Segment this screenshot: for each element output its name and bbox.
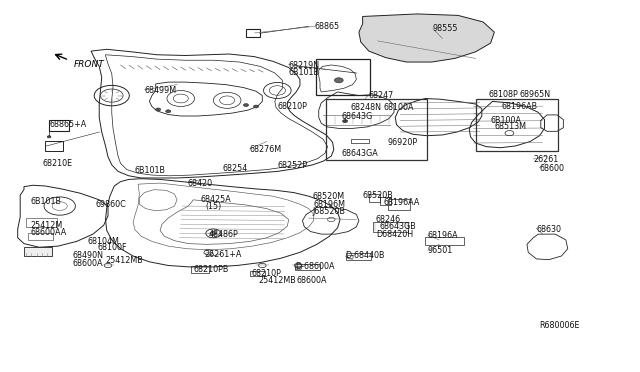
Circle shape — [47, 136, 51, 138]
Text: 98555: 98555 — [433, 24, 458, 33]
Text: 96920P: 96920P — [388, 138, 418, 147]
Polygon shape — [359, 14, 494, 62]
Text: 68600A: 68600A — [72, 259, 103, 268]
Bar — [380, 197, 391, 205]
Text: 68248N: 68248N — [350, 103, 381, 112]
Text: 6B101B: 6B101B — [135, 166, 166, 175]
Bar — [250, 270, 266, 276]
Bar — [28, 232, 54, 240]
Text: 6B101B: 6B101B — [30, 197, 61, 206]
Text: 68420: 68420 — [187, 179, 212, 187]
Bar — [326, 99, 427, 160]
Text: 26261: 26261 — [533, 155, 559, 164]
Text: D-68600A: D-68600A — [295, 262, 335, 272]
Text: 68196AB: 68196AB — [502, 102, 538, 111]
Bar — [346, 253, 371, 260]
Bar — [191, 266, 209, 273]
Text: 68108P: 68108P — [488, 90, 518, 99]
Text: 68219N: 68219N — [289, 61, 320, 70]
Circle shape — [253, 105, 259, 108]
Text: 68104M: 68104M — [88, 237, 120, 246]
Text: 68600: 68600 — [540, 164, 564, 173]
Text: 68499M: 68499M — [145, 86, 177, 95]
Text: 68210E: 68210E — [43, 159, 73, 168]
Text: 68490N: 68490N — [72, 251, 103, 260]
Circle shape — [335, 78, 343, 83]
Text: 68196AA: 68196AA — [384, 198, 420, 207]
Bar — [426, 237, 464, 245]
Text: 25412MB: 25412MB — [106, 256, 143, 265]
Text: 68210PB: 68210PB — [193, 264, 228, 274]
Text: 68520B: 68520B — [363, 190, 394, 200]
Bar — [45, 141, 63, 151]
Bar — [49, 120, 69, 131]
Text: 48486P: 48486P — [209, 230, 238, 238]
Text: 68865: 68865 — [315, 22, 340, 31]
Text: D-68440B: D-68440B — [345, 251, 385, 260]
Text: 68210P: 68210P — [277, 102, 307, 111]
Text: D68420H: D68420H — [376, 230, 413, 238]
Bar — [26, 218, 56, 227]
Text: 68425A: 68425A — [201, 195, 232, 204]
Text: 68100F: 68100F — [97, 244, 127, 253]
Text: 68210P: 68210P — [251, 269, 281, 278]
Circle shape — [156, 108, 161, 111]
Text: 68520M: 68520M — [312, 192, 344, 201]
Text: 68276M: 68276M — [250, 145, 282, 154]
Circle shape — [243, 104, 248, 106]
Bar — [388, 199, 410, 210]
Text: 68600AA: 68600AA — [30, 228, 67, 237]
Text: 68630: 68630 — [536, 225, 561, 234]
Text: 96501: 96501 — [428, 246, 453, 256]
Text: 68643G: 68643G — [342, 112, 373, 121]
Text: 68247: 68247 — [369, 91, 394, 100]
Text: 68196M: 68196M — [314, 200, 346, 209]
Text: 68965N: 68965N — [520, 90, 550, 99]
Text: 68600A: 68600A — [296, 276, 326, 285]
Text: 68254: 68254 — [223, 164, 248, 173]
Text: 68643GA: 68643GA — [342, 149, 379, 158]
Text: FRONT: FRONT — [74, 61, 105, 70]
Text: 26261+A: 26261+A — [204, 250, 241, 259]
Text: 68643GB: 68643GB — [380, 222, 417, 231]
Text: R680006E: R680006E — [540, 321, 580, 330]
Text: (15): (15) — [206, 202, 222, 211]
Bar — [246, 29, 260, 37]
Circle shape — [342, 120, 348, 122]
Bar — [369, 195, 380, 202]
Bar — [476, 99, 558, 151]
Circle shape — [211, 231, 216, 235]
Text: 25412MB: 25412MB — [259, 276, 296, 285]
Circle shape — [166, 110, 171, 113]
Text: 6B101B: 6B101B — [289, 68, 319, 77]
Text: J68520B: J68520B — [312, 207, 346, 216]
Bar — [373, 222, 408, 231]
Text: 68196A: 68196A — [428, 231, 458, 240]
Bar — [351, 139, 369, 143]
Bar — [316, 59, 369, 95]
Text: 68246: 68246 — [375, 215, 400, 224]
Text: 25412M: 25412M — [30, 221, 63, 230]
Text: 68865+A: 68865+A — [49, 120, 86, 129]
Text: 68252P: 68252P — [277, 161, 307, 170]
Text: 6B100A: 6B100A — [491, 116, 522, 125]
Bar — [24, 247, 52, 256]
Text: 69860C: 69860C — [95, 200, 126, 209]
Text: 68513M: 68513M — [494, 122, 526, 131]
Text: 68100A: 68100A — [384, 103, 415, 112]
Bar — [295, 264, 320, 270]
